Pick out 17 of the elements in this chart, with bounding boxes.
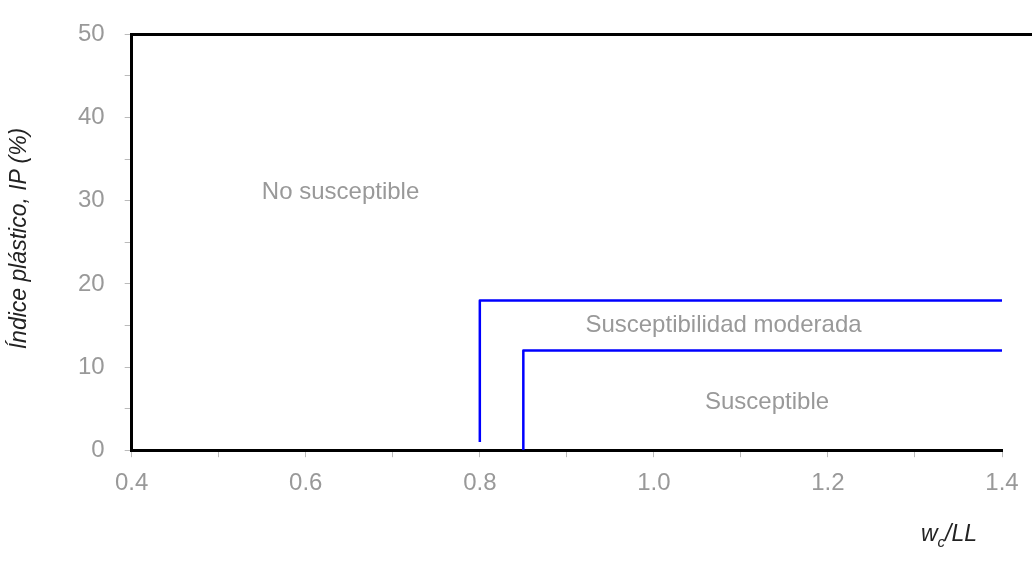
x-tick-label: 1.2 (811, 468, 845, 496)
x-tick-label: 1.0 (637, 468, 671, 496)
x-tick-label: 1.4 (985, 468, 1019, 496)
y-tick-label: 20 (77, 268, 105, 296)
annotation: Susceptible (704, 387, 830, 415)
annotation: Susceptibilidad moderada (585, 310, 863, 338)
y-tick-label: 10 (77, 351, 105, 379)
x-axis-title: w$_{c}$/LL (920, 520, 977, 550)
x-tick-label: 0.4 (115, 468, 149, 496)
y-tick-label: 30 (77, 185, 105, 213)
x-tick-label: 0.8 (463, 468, 497, 496)
y-tick-label: 40 (77, 102, 105, 130)
x-tick-label: 0.6 (289, 468, 323, 496)
annotation: No susceptible (261, 177, 420, 205)
y-tick-label: 0 (91, 434, 105, 462)
y-axis-title: Índice plástico, IP (%) (4, 126, 32, 352)
y-tick-label: 50 (77, 19, 105, 47)
